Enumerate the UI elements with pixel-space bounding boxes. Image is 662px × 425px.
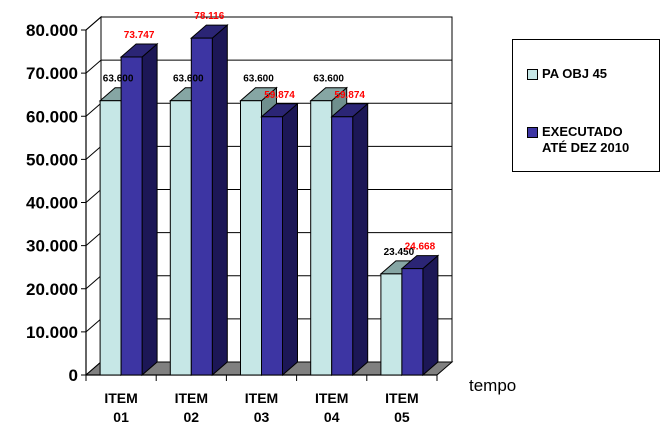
y-tick-label: 50.000 — [26, 150, 78, 169]
y-tick-label: 40.000 — [26, 194, 78, 213]
legend-label-pa-obj-45: PA OBJ 45 — [542, 66, 608, 81]
data-label: 24.668 — [405, 242, 436, 253]
bar-front — [401, 268, 424, 376]
data-label: 78.116 — [194, 11, 224, 22]
bar-side — [282, 102, 298, 377]
y-tick-label: 20.000 — [26, 280, 78, 299]
bar-front — [380, 273, 403, 376]
legend-swatch-pa-obj-45 — [527, 69, 538, 80]
bar — [119, 42, 159, 377]
bar — [260, 102, 299, 377]
x-tick-label: ITEM 03 — [245, 390, 278, 425]
y-tick-label: 70.000 — [26, 64, 78, 83]
side-gridline — [85, 189, 102, 203]
x-axis-title: tempo — [469, 376, 516, 395]
x-tick-label: ITEM 02 — [175, 390, 208, 425]
bar-front — [190, 37, 213, 376]
side-gridline — [85, 16, 102, 31]
data-label: 63.600 — [103, 74, 134, 85]
legend-label-executado: EXECUTADO ATÉ DEZ 2010 — [542, 124, 630, 155]
bar — [330, 102, 370, 377]
bar — [400, 254, 440, 377]
bar-side — [422, 254, 439, 377]
y-tick-label: 60.000 — [26, 107, 78, 126]
bar-front — [331, 116, 354, 376]
x-tick-label: ITEM 01 — [104, 390, 137, 425]
legend-item-executado: EXECUTADO ATÉ DEZ 2010 — [527, 124, 629, 156]
side-gridline — [85, 102, 102, 117]
side-gridline — [85, 145, 102, 160]
data-label: 63.600 — [243, 74, 274, 85]
x-tick-label: ITEM 05 — [385, 390, 418, 425]
data-label: 23.450 — [384, 247, 415, 258]
y-tick-label: 0 — [69, 366, 78, 385]
data-label: 63.600 — [173, 74, 204, 85]
bar-front — [120, 56, 143, 376]
bar-side — [352, 102, 369, 377]
bar-front — [261, 116, 283, 376]
bar-front — [99, 100, 122, 376]
side-gridline — [85, 318, 102, 333]
y-tick-label: 30.000 — [26, 237, 78, 256]
legend-swatch-executado — [527, 127, 538, 138]
side-gridline — [85, 59, 102, 74]
x-tick-label: ITEM 04 — [315, 390, 348, 425]
bar-front — [310, 100, 333, 376]
legend: PA OBJ 45 EXECUTADO ATÉ DEZ 2010 — [512, 39, 660, 172]
bar-side — [141, 42, 158, 377]
data-label: 59.874 — [334, 90, 365, 101]
side-gridline — [85, 275, 102, 290]
data-label: 63.600 — [313, 74, 344, 85]
bar-front — [169, 100, 192, 376]
y-tick-label: 10.000 — [26, 323, 78, 342]
y-tick-label: 80.000 — [26, 21, 78, 40]
side-gridline — [85, 232, 102, 247]
data-label: 73.747 — [124, 30, 155, 41]
bar — [189, 24, 229, 377]
bar-side — [211, 24, 228, 377]
data-label: 59.874 — [264, 90, 295, 101]
legend-item-pa-obj-45: PA OBJ 45 — [527, 66, 607, 82]
bar-front — [240, 100, 262, 376]
